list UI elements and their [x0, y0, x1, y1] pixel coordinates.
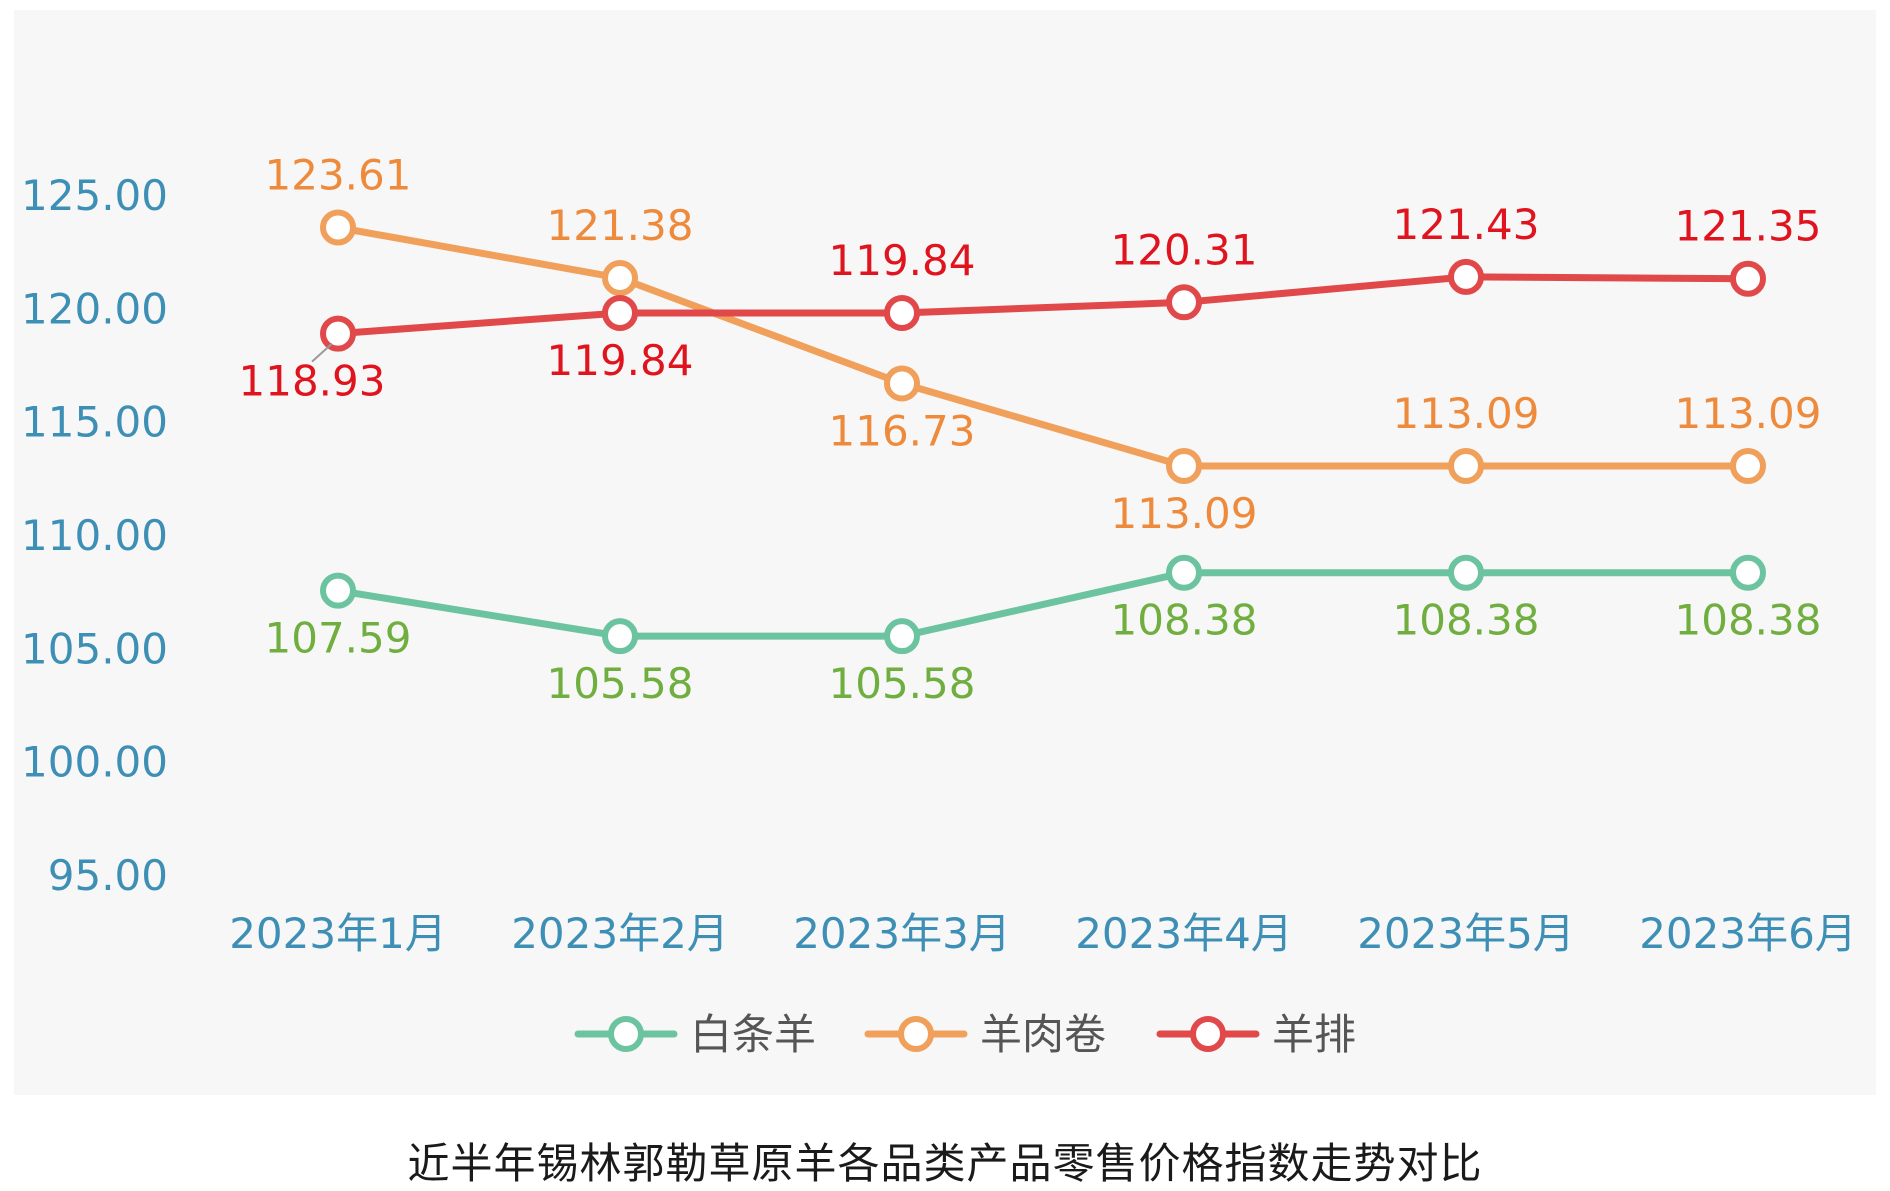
- series-line: [334, 569, 1752, 640]
- series-line: [334, 273, 1752, 338]
- legend-marker: [1190, 1016, 1226, 1052]
- chart-panel: [14, 10, 1876, 1095]
- legend-marker: [608, 1016, 644, 1052]
- y-tick-label: 100.00: [21, 738, 168, 787]
- x-axis: 2023年1月 2023年2月 2023年3月 2023年4月 2023年5月 2023年…: [229, 909, 1857, 958]
- data-point[interactable]: [1448, 554, 1484, 591]
- legend-item[interactable]: 羊肉卷: [864, 1010, 1106, 1059]
- data-point[interactable]: [1730, 447, 1766, 484]
- y-axis: 125.00 120.00 115.00 110.00 105.00 100.00 95.0…: [21, 171, 168, 900]
- chart-caption: 近半年锡林郭勒草原羊各品类产品零售价格指数走势对比: [407, 1139, 1483, 1188]
- data-label: 123.61: [265, 151, 412, 200]
- series-layer: [320, 209, 1766, 655]
- y-tick-label: 95.00: [48, 851, 168, 900]
- data-point[interactable]: [884, 294, 920, 331]
- series-2: [320, 209, 1766, 484]
- data-label: 107.59: [265, 614, 412, 663]
- data-label: 121.38: [547, 201, 694, 250]
- data-label: 113.09: [1675, 389, 1822, 438]
- data-label: 105.58: [547, 659, 694, 708]
- data-label: 105.58: [829, 659, 976, 708]
- legend[interactable]: 白条羊 羊肉卷 羊排: [574, 1010, 1356, 1059]
- data-point[interactable]: [1448, 258, 1484, 295]
- data-labels: 107.59 105.58 105.58 108.38 108.38 108.38 123.…: [239, 151, 1822, 709]
- data-label: 108.38: [1393, 596, 1540, 645]
- data-point[interactable]: [1448, 447, 1484, 484]
- legend-marker: [898, 1016, 934, 1052]
- legend-item[interactable]: 羊排: [1156, 1010, 1356, 1059]
- series-line: [334, 224, 1752, 470]
- data-label: 121.43: [1393, 200, 1540, 249]
- y-tick-label: 120.00: [21, 284, 168, 333]
- x-tick-label: 2023年3月: [793, 909, 1011, 958]
- series-1: [320, 554, 1766, 655]
- data-point[interactable]: [320, 572, 356, 609]
- series-3: [320, 258, 1766, 352]
- data-point[interactable]: [1166, 284, 1202, 321]
- legend-item[interactable]: 白条羊: [574, 1010, 816, 1059]
- x-tick-label: 2023年4月: [1075, 909, 1293, 958]
- data-label: 113.09: [1111, 489, 1258, 538]
- data-point[interactable]: [884, 618, 920, 655]
- data-point[interactable]: [1730, 260, 1766, 297]
- x-tick-label: 2023年6月: [1639, 909, 1857, 958]
- data-label: 118.93: [239, 357, 386, 406]
- label-leader-line: [311, 342, 333, 363]
- data-label: 116.73: [829, 406, 976, 455]
- data-label: 113.09: [1393, 389, 1540, 438]
- legend-label: 羊肉卷: [980, 1010, 1106, 1059]
- data-point[interactable]: [602, 294, 638, 331]
- data-label: 108.38: [1675, 596, 1822, 645]
- data-label: 119.84: [829, 236, 976, 285]
- data-point[interactable]: [320, 209, 356, 246]
- x-tick-label: 2023年1月: [229, 909, 447, 958]
- data-point[interactable]: [1166, 554, 1202, 591]
- data-point[interactable]: [602, 260, 638, 297]
- data-label: 121.35: [1675, 202, 1822, 251]
- data-label: 119.84: [547, 336, 694, 385]
- data-label: 120.31: [1111, 225, 1258, 274]
- legend-label: 羊排: [1272, 1010, 1356, 1059]
- y-tick-label: 125.00: [21, 171, 168, 220]
- data-label: 108.38: [1111, 596, 1258, 645]
- data-point[interactable]: [1730, 554, 1766, 591]
- y-tick-label: 115.00: [21, 398, 168, 447]
- legend-label: 白条羊: [690, 1010, 816, 1059]
- x-tick-label: 2023年2月: [511, 909, 729, 958]
- data-point[interactable]: [884, 365, 920, 402]
- y-tick-label: 105.00: [21, 624, 168, 673]
- data-point[interactable]: [320, 315, 356, 352]
- y-tick-label: 110.00: [21, 511, 168, 560]
- data-point[interactable]: [602, 618, 638, 655]
- x-tick-label: 2023年5月: [1357, 909, 1575, 958]
- data-point[interactable]: [1166, 447, 1202, 484]
